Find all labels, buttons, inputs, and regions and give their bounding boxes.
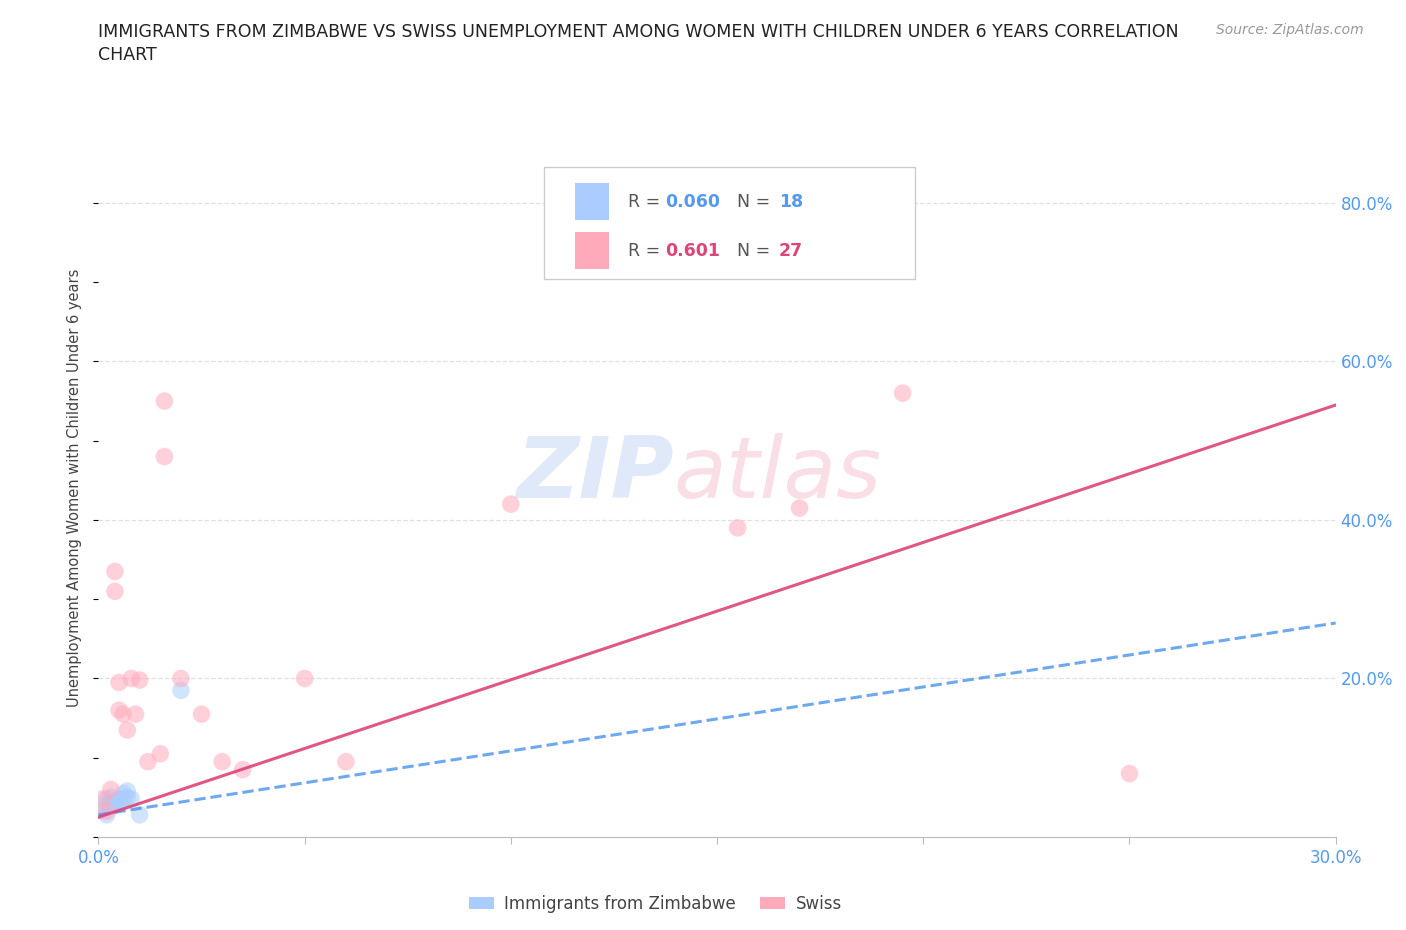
Point — [108, 703, 131, 718]
Point — [789, 500, 811, 515]
Point — [499, 497, 522, 512]
Point — [96, 807, 118, 822]
Text: 18: 18 — [779, 193, 803, 211]
Point — [104, 794, 127, 809]
Point — [96, 804, 118, 819]
Point — [136, 754, 159, 769]
Point — [100, 782, 122, 797]
Text: R =: R = — [628, 242, 665, 259]
Point — [232, 763, 254, 777]
Text: Source: ZipAtlas.com: Source: ZipAtlas.com — [1216, 23, 1364, 37]
Point — [91, 791, 114, 806]
Point — [96, 791, 118, 806]
Point — [335, 754, 357, 769]
Point — [112, 786, 135, 801]
Point — [117, 723, 139, 737]
Point — [96, 798, 118, 813]
FancyBboxPatch shape — [544, 167, 915, 279]
Legend: Immigrants from Zimbabwe, Swiss: Immigrants from Zimbabwe, Swiss — [463, 888, 848, 920]
Text: N =: N = — [725, 193, 776, 211]
Point — [128, 672, 150, 687]
Text: 27: 27 — [779, 242, 803, 259]
FancyBboxPatch shape — [575, 232, 609, 269]
Point — [128, 807, 150, 822]
Text: R =: R = — [628, 193, 665, 211]
Point — [112, 791, 135, 806]
Point — [294, 671, 316, 686]
Point — [100, 790, 122, 804]
Point — [170, 671, 193, 686]
Point — [108, 791, 131, 806]
Text: 0.601: 0.601 — [665, 242, 720, 259]
Point — [153, 393, 176, 408]
Point — [124, 707, 146, 722]
Point — [108, 675, 131, 690]
Text: atlas: atlas — [673, 432, 882, 516]
Point — [727, 521, 749, 536]
Y-axis label: Unemployment Among Women with Children Under 6 years: Unemployment Among Women with Children U… — [67, 269, 83, 708]
Point — [104, 584, 127, 599]
Point — [100, 796, 122, 811]
Point — [170, 683, 193, 698]
Point — [1118, 766, 1140, 781]
Point — [112, 707, 135, 722]
Point — [100, 800, 122, 815]
FancyBboxPatch shape — [575, 183, 609, 220]
Text: IMMIGRANTS FROM ZIMBABWE VS SWISS UNEMPLOYMENT AMONG WOMEN WITH CHILDREN UNDER 6: IMMIGRANTS FROM ZIMBABWE VS SWISS UNEMPL… — [98, 23, 1180, 41]
Point — [891, 386, 914, 401]
Point — [211, 754, 233, 769]
Point — [91, 804, 114, 818]
Point — [117, 784, 139, 799]
Point — [190, 707, 212, 722]
Text: ZIP: ZIP — [516, 432, 673, 516]
Point — [149, 747, 172, 762]
Text: N =: N = — [725, 242, 776, 259]
Point — [108, 796, 131, 811]
Point — [117, 790, 139, 804]
Text: 0.060: 0.060 — [665, 193, 720, 211]
Point — [104, 798, 127, 813]
Point — [120, 791, 142, 806]
Point — [104, 564, 127, 578]
Point — [120, 671, 142, 686]
Text: CHART: CHART — [98, 46, 157, 64]
Point — [153, 449, 176, 464]
